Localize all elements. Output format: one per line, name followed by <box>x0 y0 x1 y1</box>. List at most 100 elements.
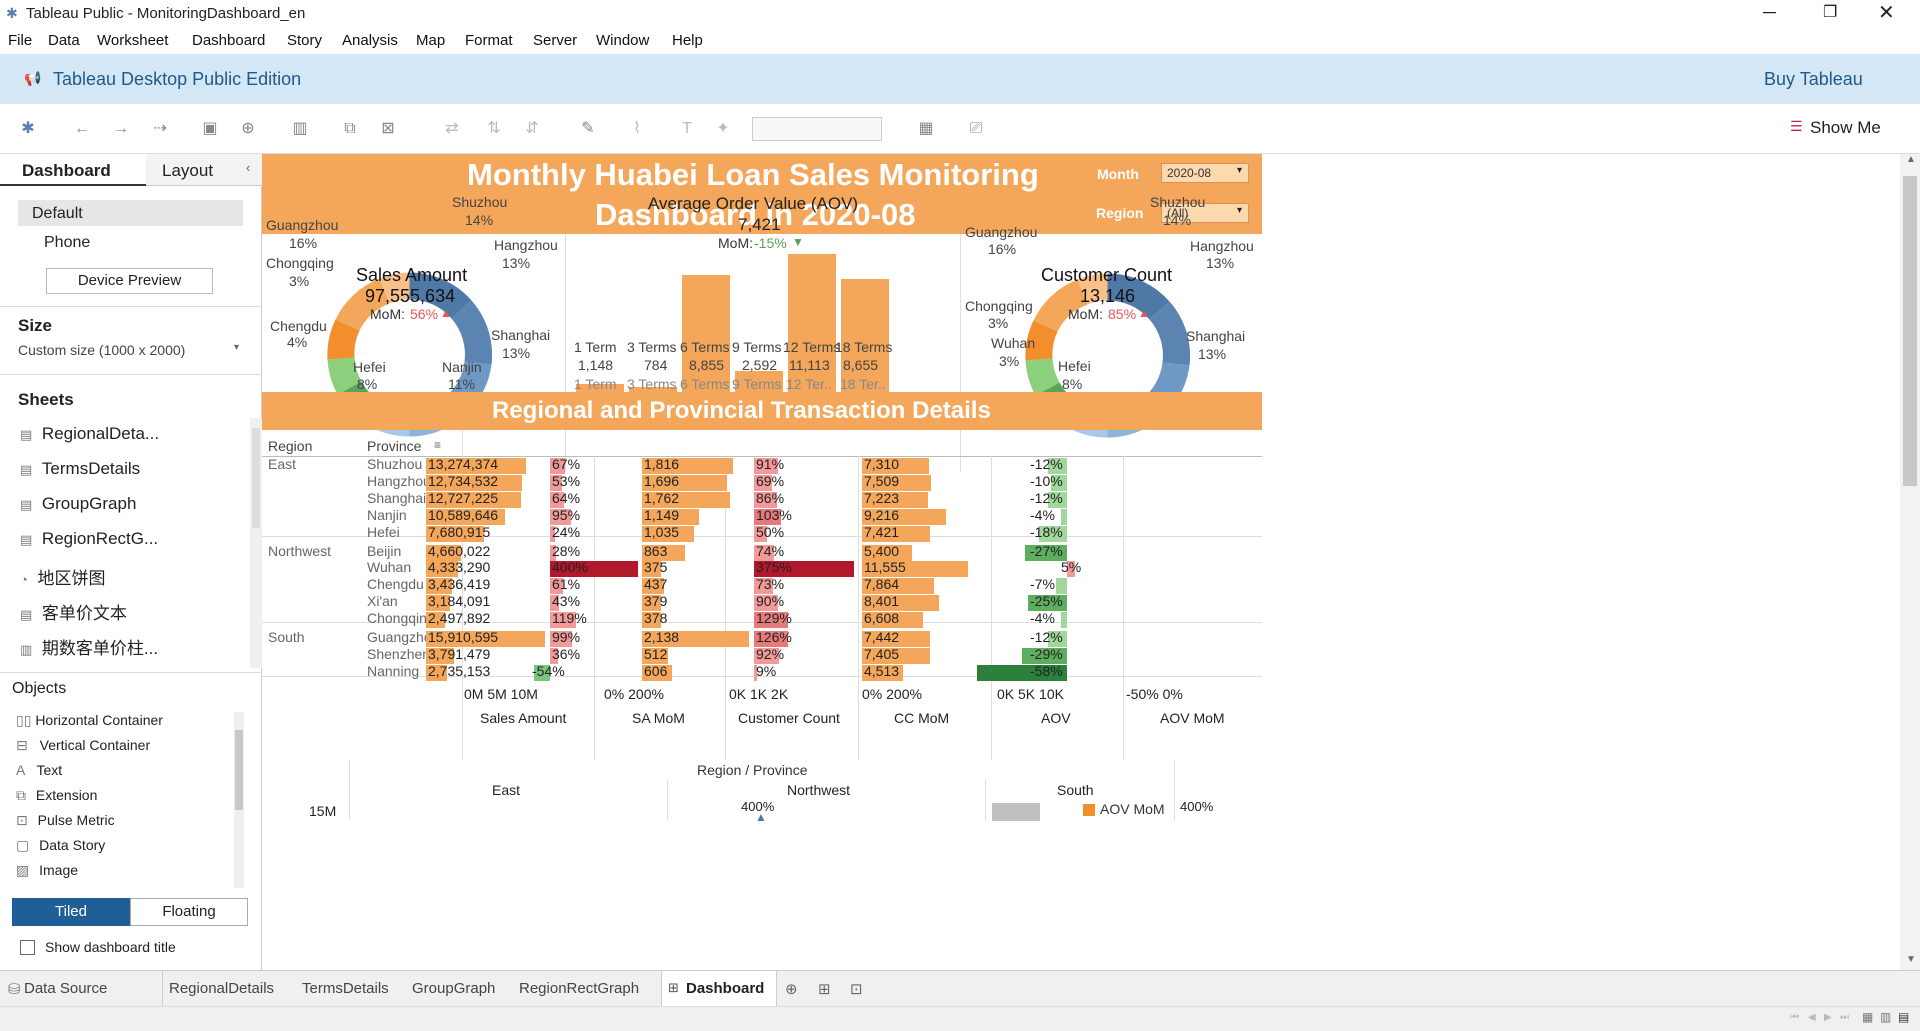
cc-mom-bar[interactable] <box>754 647 779 664</box>
term-bar[interactable] <box>841 279 889 394</box>
sheet-item[interactable]: ▤ RegionRectG... <box>20 529 158 549</box>
new-story-tab-icon[interactable]: ⊡ <box>850 981 863 998</box>
sa-mom-bar[interactable] <box>550 525 555 542</box>
menu-format[interactable]: Format <box>465 32 513 49</box>
last-sheet-icon[interactable]: ⏭ <box>1840 1012 1849 1023</box>
aov-bar[interactable] <box>862 474 931 491</box>
tab-dashboard[interactable]: Dashboard <box>0 154 146 186</box>
object-item[interactable]: ▢ Data Story <box>16 837 105 854</box>
cc-bar[interactable] <box>642 474 727 491</box>
aov-mom-bar[interactable] <box>1051 474 1067 491</box>
tiled-button[interactable]: Tiled <box>12 898 130 926</box>
next-sheet-icon[interactable]: ▶ <box>1824 1012 1832 1023</box>
aov-mom-bar[interactable] <box>1039 525 1067 542</box>
cc-mom-bar[interactable] <box>754 595 778 612</box>
sheet-item[interactable]: ▥ 期数客单价柱... <box>20 634 158 659</box>
cc-mom-bar[interactable] <box>754 612 788 629</box>
donut-slice[interactable] <box>409 272 472 319</box>
cc-bar[interactable] <box>642 544 685 561</box>
donut-slice[interactable] <box>1025 358 1060 396</box>
size-dropdown[interactable]: Custom size (1000 x 2000) <box>18 342 186 358</box>
cc-mom-bar[interactable] <box>754 508 781 525</box>
minimize-button[interactable]: ─ <box>1763 2 1776 22</box>
donut-slice[interactable] <box>327 319 360 360</box>
canvas-scrollbar[interactable]: ▲ ▼ <box>1900 154 1920 970</box>
aov-mom-bar[interactable] <box>1061 508 1067 525</box>
aov-mom-bar[interactable] <box>1061 612 1067 629</box>
sa-mom-bar[interactable] <box>550 561 638 578</box>
aov-bar[interactable] <box>862 508 946 525</box>
sheet-item[interactable]: ▤ RegionalDeta... <box>20 424 159 444</box>
aov-mom-bar[interactable] <box>1048 631 1067 647</box>
sa-mom-bar[interactable] <box>550 491 564 508</box>
device-phone[interactable]: Phone <box>44 234 91 251</box>
sales-bar[interactable] <box>426 664 447 681</box>
presentation-icon[interactable]: ⎚ <box>969 120 983 137</box>
sales-bar[interactable] <box>426 458 526 474</box>
cc-bar[interactable] <box>642 458 733 474</box>
cc-mom-bar[interactable] <box>754 631 788 647</box>
tab-dashboard-active[interactable]: ⊞ Dashboard <box>661 971 777 1007</box>
chevron-down-icon[interactable]: ▾ <box>234 342 240 353</box>
grid-view-icon[interactable]: ▦ <box>1862 1010 1874 1024</box>
tab-data-source[interactable]: Data Source <box>24 980 108 997</box>
cc-bar[interactable] <box>642 525 694 542</box>
sa-mom-bar[interactable] <box>550 595 559 612</box>
sheet-item[interactable]: ▤ 客单价文本 <box>20 599 127 624</box>
cc-mom-bar[interactable] <box>754 561 854 578</box>
donut-slice[interactable] <box>335 278 390 331</box>
region-filter-dropdown[interactable]: (All) ▾ <box>1161 203 1249 223</box>
aov-bar[interactable] <box>862 631 930 647</box>
aov-bar[interactable] <box>862 595 939 612</box>
cc-mom-bar[interactable] <box>754 474 772 491</box>
fit-dropdown[interactable] <box>752 117 882 141</box>
cc-bar[interactable] <box>642 647 668 664</box>
highlight-icon[interactable]: ✎ <box>581 120 595 137</box>
device-preview-button[interactable]: Device Preview <box>46 268 213 294</box>
clear-sheet-icon[interactable]: ⊠ <box>381 120 395 137</box>
scroll-down-icon[interactable]: ▼ <box>1906 954 1916 965</box>
new-dashboard-tab-icon[interactable]: ⊞ <box>818 981 831 998</box>
object-item[interactable]: ⊡ Pulse Metric <box>16 812 115 829</box>
menu-help[interactable]: Help <box>672 32 703 49</box>
new-worksheet-tab-icon[interactable]: ⊕ <box>785 981 798 998</box>
duplicate-icon[interactable]: ⧉ <box>344 120 356 137</box>
aov-bar[interactable] <box>862 561 968 578</box>
menu-dashboard[interactable]: Dashboard <box>192 32 266 49</box>
tab-regional-details[interactable]: RegionalDetails <box>169 980 275 997</box>
cc-bar[interactable] <box>642 612 661 629</box>
cc-bar[interactable] <box>642 508 699 525</box>
tab-group-graph[interactable]: GroupGraph <box>412 980 496 997</box>
redo-icon[interactable]: → <box>113 120 129 137</box>
tab-layout[interactable]: Layout ‹ <box>146 154 262 186</box>
aov-mom-bar[interactable] <box>1028 595 1067 612</box>
cc-mom-bar[interactable] <box>754 578 773 595</box>
term-bar[interactable] <box>576 384 624 394</box>
label-icon[interactable]: T <box>682 120 692 137</box>
sales-bar[interactable] <box>426 561 458 578</box>
swap-icon[interactable]: ⇄ <box>445 120 459 137</box>
aov-mom-bar[interactable] <box>1022 647 1067 664</box>
maximize-button[interactable]: ❐ <box>1823 4 1838 21</box>
menu-map[interactable]: Map <box>416 32 446 49</box>
donut-slice[interactable] <box>1077 273 1108 305</box>
sales-bar[interactable] <box>426 612 445 629</box>
aov-mom-bar[interactable] <box>1025 544 1067 561</box>
term-bar[interactable] <box>682 275 730 394</box>
aov-mom-bar[interactable] <box>1048 491 1067 508</box>
cc-bar[interactable] <box>642 595 661 612</box>
sa-mom-bar[interactable] <box>534 664 550 681</box>
sales-bar[interactable] <box>426 491 521 508</box>
sheet-item[interactable]: ◔ 地区饼图 <box>20 564 105 589</box>
pin-icon[interactable]: ✦ <box>716 120 730 137</box>
sa-mom-bar[interactable] <box>550 544 556 561</box>
cc-bar[interactable] <box>642 491 730 508</box>
close-button[interactable]: ✕ <box>1878 2 1895 24</box>
menu-analysis[interactable]: Analysis <box>342 32 398 49</box>
sa-mom-bar[interactable] <box>550 578 563 595</box>
group-icon[interactable]: ⌇ <box>633 120 641 137</box>
term-bar[interactable] <box>629 387 677 394</box>
cc-mom-bar[interactable] <box>754 458 778 474</box>
cc-mom-bar[interactable] <box>754 544 774 561</box>
cc-bar[interactable] <box>642 631 749 647</box>
